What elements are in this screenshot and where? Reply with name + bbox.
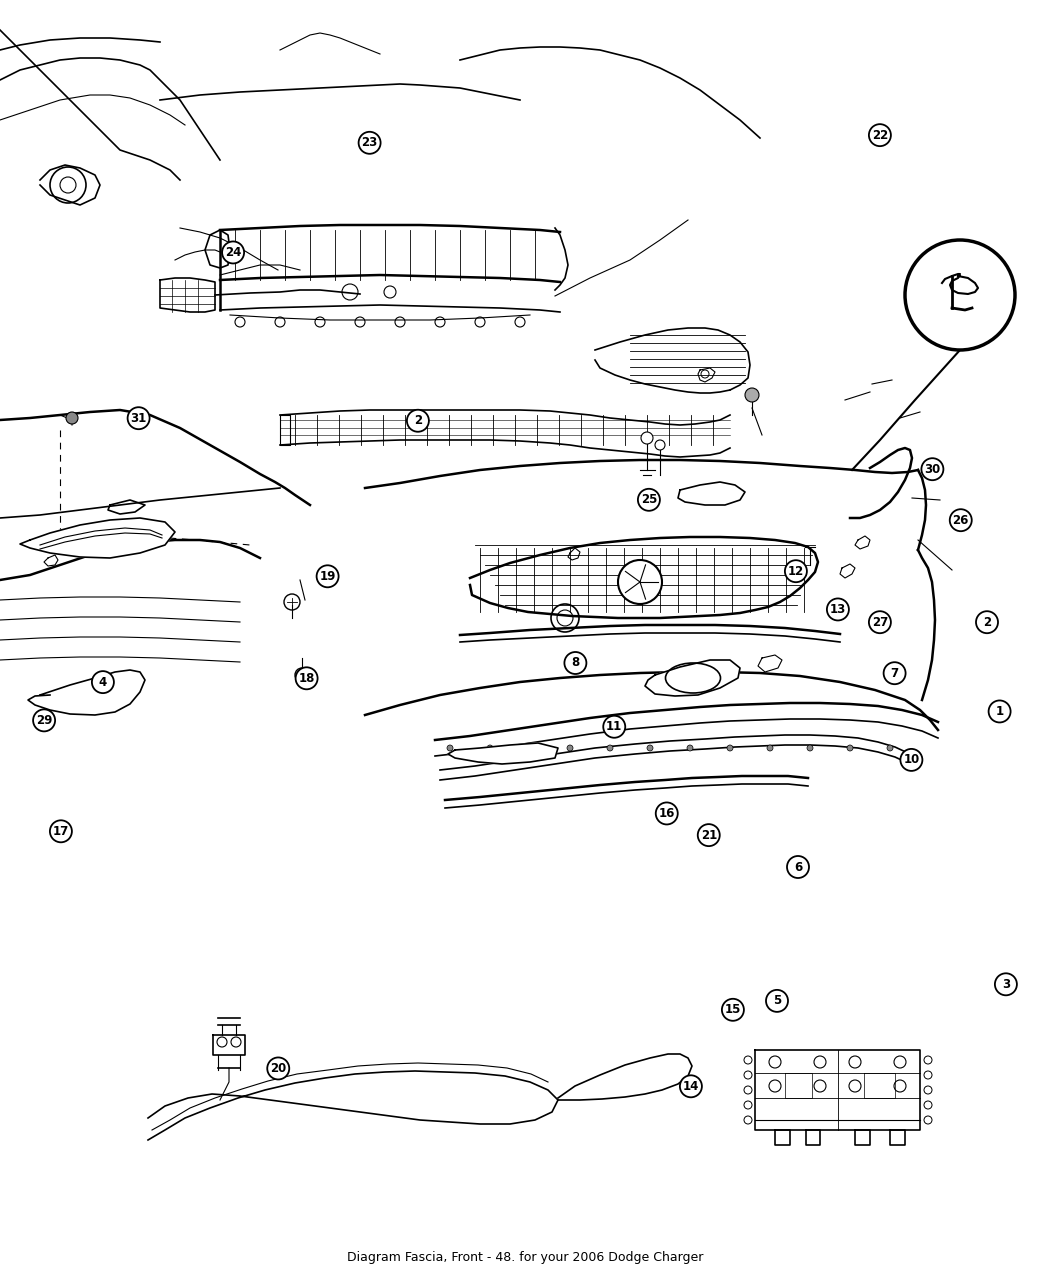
Circle shape xyxy=(869,124,890,147)
Text: 21: 21 xyxy=(700,829,717,842)
Circle shape xyxy=(607,745,613,751)
Circle shape xyxy=(618,560,662,604)
Circle shape xyxy=(950,509,971,532)
Circle shape xyxy=(807,745,813,751)
Text: 5: 5 xyxy=(773,994,781,1007)
Circle shape xyxy=(317,565,338,588)
Text: 3: 3 xyxy=(1002,978,1010,991)
Circle shape xyxy=(359,131,380,154)
Circle shape xyxy=(922,458,943,481)
Text: 31: 31 xyxy=(130,412,147,425)
Circle shape xyxy=(905,240,1015,351)
Circle shape xyxy=(680,1075,701,1098)
Circle shape xyxy=(746,388,759,402)
Text: 4: 4 xyxy=(99,676,107,688)
Text: 15: 15 xyxy=(724,1003,741,1016)
Text: 27: 27 xyxy=(872,616,888,629)
Text: 2: 2 xyxy=(414,414,422,427)
Polygon shape xyxy=(20,518,175,558)
Polygon shape xyxy=(448,743,558,764)
Polygon shape xyxy=(645,660,740,696)
Circle shape xyxy=(647,745,653,751)
Text: 19: 19 xyxy=(319,570,336,583)
Circle shape xyxy=(655,440,665,450)
Circle shape xyxy=(869,611,890,634)
Circle shape xyxy=(722,998,743,1021)
Circle shape xyxy=(92,671,113,694)
Circle shape xyxy=(976,611,997,634)
Circle shape xyxy=(296,667,317,690)
Circle shape xyxy=(604,715,625,738)
Circle shape xyxy=(268,1057,289,1080)
Text: 2: 2 xyxy=(983,616,991,629)
Circle shape xyxy=(884,662,905,685)
Circle shape xyxy=(827,598,848,621)
Text: 23: 23 xyxy=(361,136,378,149)
Text: 7: 7 xyxy=(890,667,899,680)
Text: 8: 8 xyxy=(571,657,580,669)
Text: 12: 12 xyxy=(788,565,804,578)
Text: 17: 17 xyxy=(52,825,69,838)
Circle shape xyxy=(766,745,773,751)
Circle shape xyxy=(638,488,659,511)
Circle shape xyxy=(223,241,244,264)
Text: 26: 26 xyxy=(952,514,969,527)
Circle shape xyxy=(887,745,892,751)
Circle shape xyxy=(995,973,1016,996)
Circle shape xyxy=(66,412,78,425)
Circle shape xyxy=(698,824,719,847)
Text: 16: 16 xyxy=(658,807,675,820)
Text: 29: 29 xyxy=(36,714,52,727)
Text: 30: 30 xyxy=(924,463,941,476)
Circle shape xyxy=(656,802,677,825)
Circle shape xyxy=(50,820,71,843)
Circle shape xyxy=(989,700,1010,723)
Circle shape xyxy=(565,652,586,674)
Circle shape xyxy=(785,560,806,583)
Circle shape xyxy=(640,432,653,444)
Text: 10: 10 xyxy=(903,754,920,766)
Text: 18: 18 xyxy=(298,672,315,685)
Text: 24: 24 xyxy=(225,246,242,259)
Circle shape xyxy=(128,407,149,430)
Circle shape xyxy=(567,745,573,751)
Circle shape xyxy=(34,709,55,732)
Circle shape xyxy=(788,856,808,878)
Circle shape xyxy=(527,745,533,751)
Circle shape xyxy=(447,745,453,751)
Text: 6: 6 xyxy=(794,861,802,873)
Circle shape xyxy=(407,409,428,432)
Circle shape xyxy=(766,989,788,1012)
Text: 13: 13 xyxy=(830,603,846,616)
Text: Diagram Fascia, Front - 48. for your 2006 Dodge Charger: Diagram Fascia, Front - 48. for your 200… xyxy=(346,1252,704,1265)
Text: 25: 25 xyxy=(640,493,657,506)
Circle shape xyxy=(687,745,693,751)
Circle shape xyxy=(487,745,494,751)
Circle shape xyxy=(901,748,922,771)
Text: 22: 22 xyxy=(872,129,888,142)
Circle shape xyxy=(847,745,853,751)
Text: 11: 11 xyxy=(606,720,623,733)
Circle shape xyxy=(727,745,733,751)
Text: 1: 1 xyxy=(995,705,1004,718)
Text: 20: 20 xyxy=(270,1062,287,1075)
Text: 14: 14 xyxy=(682,1080,699,1093)
